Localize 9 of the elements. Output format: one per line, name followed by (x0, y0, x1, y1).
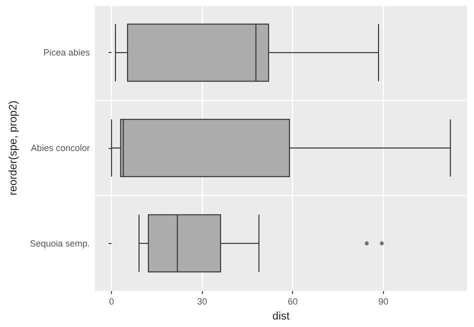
x-tick-label: 60 (288, 296, 298, 306)
x-tick-label: 30 (197, 296, 208, 306)
x-tick-label: 90 (378, 296, 388, 306)
x-axis-title: dist (272, 310, 290, 322)
y-tick-label: Picea abies (43, 48, 90, 58)
y-tick-label: Sequoia semp. (30, 238, 90, 248)
x-tick-label: 0 (109, 296, 114, 306)
y-axis-title: reorder(spe, prop2) (8, 100, 20, 196)
y-tick-label: Abies concolor (30, 143, 90, 153)
